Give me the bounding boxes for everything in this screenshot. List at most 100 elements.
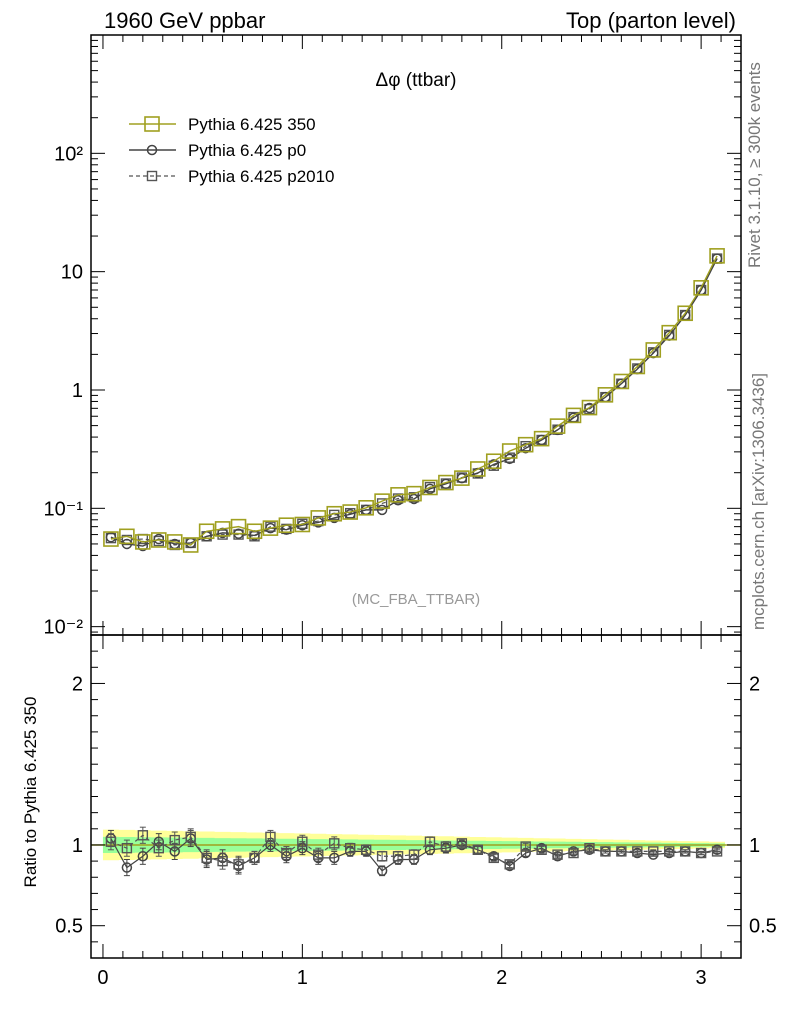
data-point	[533, 430, 550, 447]
ratio-point	[632, 846, 643, 857]
ratio-point	[536, 844, 547, 855]
ratio-plot-frame	[90, 634, 742, 959]
ratio-point	[376, 865, 388, 877]
data-point	[693, 280, 709, 296]
data-point	[645, 342, 662, 358]
ratio-point	[137, 830, 149, 841]
ratio-point	[616, 846, 627, 857]
legend: Pythia 6.425 350 Pythia 6.425 p0 Pythia 6.…	[129, 115, 335, 186]
ratio-series-1	[105, 826, 723, 873]
main-series-2	[105, 253, 723, 551]
data-point	[246, 523, 263, 540]
ratio-point	[201, 852, 212, 864]
ratio-point	[408, 849, 420, 860]
data-point	[501, 443, 518, 459]
main-y-tick-label: 1	[72, 380, 83, 402]
data-point	[456, 472, 468, 484]
ratio-y-tick-label-left: 0.5	[55, 916, 83, 938]
legend-marker	[146, 170, 158, 182]
data-point	[119, 528, 135, 545]
main-plot-layer	[103, 248, 725, 553]
ratio-point	[313, 849, 324, 860]
data-point	[677, 305, 693, 322]
data-point	[230, 518, 247, 535]
data-point	[214, 521, 231, 537]
ratio-point	[360, 844, 372, 855]
ratio-point	[711, 846, 723, 857]
data-point	[153, 533, 165, 545]
data-point	[422, 479, 438, 496]
ratio-point	[504, 859, 515, 870]
ratio-point	[137, 851, 149, 862]
data-point	[294, 516, 311, 533]
legend-entry: Pythia 6.425 350	[129, 115, 316, 134]
data-point	[166, 534, 183, 550]
data-point	[278, 517, 295, 534]
ratio-point	[584, 842, 595, 854]
data-point	[358, 500, 374, 516]
analysis-watermark: (MC_FBA_TTBAR)	[352, 591, 480, 608]
header-right: Top (parton level)	[566, 8, 736, 33]
header-left: 1960 GeV ppbar	[104, 8, 266, 33]
ratio-point	[376, 851, 388, 862]
ratio-point	[105, 836, 117, 847]
ratio-point	[664, 846, 675, 857]
ratio-point	[153, 842, 164, 854]
data-point	[182, 537, 199, 553]
data-point	[661, 324, 678, 341]
data-point	[581, 399, 598, 416]
data-point	[265, 522, 276, 534]
data-point	[438, 474, 454, 491]
data-point	[584, 402, 595, 414]
axis-ticks	[91, 34, 742, 959]
ratio-point	[488, 852, 499, 864]
data-point	[376, 504, 388, 516]
ratio-y-tick-label-left: 2	[72, 673, 83, 695]
ratio-point	[648, 846, 659, 857]
ratio-point	[552, 849, 563, 860]
data-point	[392, 495, 404, 506]
data-point	[198, 523, 215, 540]
ratio-point	[329, 838, 340, 849]
data-point	[262, 520, 279, 536]
data-point	[709, 248, 725, 264]
x-tick-label: 3	[696, 967, 707, 989]
ratio-point	[121, 862, 133, 873]
ratio-point	[169, 834, 180, 846]
legend-label: Pythia 6.425 p2010	[188, 167, 335, 186]
ratio-y-axis-label: Ratio to Pythia 6.425 350	[21, 697, 40, 888]
ratio-point	[424, 836, 436, 847]
ratio-series-line-1	[110, 834, 718, 866]
data-point	[390, 487, 406, 503]
ratio-point	[233, 859, 244, 870]
ratio-point	[329, 852, 340, 864]
ratio-y-tick-label-right: 2	[749, 673, 760, 695]
ratio-point	[249, 852, 260, 864]
ratio-point	[121, 842, 133, 854]
data-point	[374, 493, 390, 509]
ratio-point	[185, 831, 196, 843]
data-point	[549, 418, 566, 434]
ratio-point	[217, 855, 228, 867]
data-point	[520, 442, 531, 454]
chart-title: Δφ (ttbar)	[376, 70, 457, 91]
data-point	[470, 461, 486, 477]
main-y-tick-label: 10⁻¹	[44, 498, 84, 520]
ratio-y-tick-label-right: 1	[749, 835, 760, 857]
data-point	[597, 387, 614, 403]
ratio-point	[456, 838, 468, 849]
data-point	[406, 485, 422, 502]
data-point	[504, 453, 515, 465]
data-point	[629, 358, 646, 375]
ratio-point	[281, 847, 292, 859]
data-point	[326, 505, 343, 522]
main-series-line-0	[110, 255, 718, 546]
main-y-tick-label: 10⁻²	[44, 617, 84, 639]
ratio-point	[600, 846, 611, 857]
ratio-point	[472, 844, 484, 855]
legend-label: Pythia 6.425 350	[188, 115, 316, 134]
data-point	[408, 493, 420, 505]
data-point	[150, 532, 167, 548]
main-series-1	[105, 253, 723, 552]
